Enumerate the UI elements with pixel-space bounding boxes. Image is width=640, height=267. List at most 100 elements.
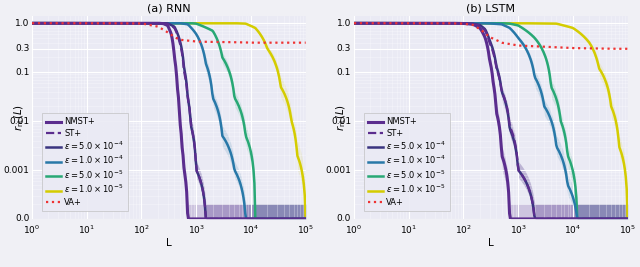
VA+: [191, 40, 199, 43]
$\epsilon = 1.0 \times 10^{-4}$: [243, 217, 250, 221]
Legend: NMST+, ST+, $\epsilon = 5.0 \times 10^{-4}$, $\epsilon = 1.0 \times 10^{-4}$, $\: NMST+, ST+, $\epsilon = 5.0 \times 10^{-…: [42, 113, 128, 211]
ST+: [512, 146, 520, 150]
NMST+: [514, 217, 522, 221]
Text: 0.1: 0.1: [15, 68, 29, 77]
$\epsilon = 5.0 \times 10^{-4}$: [260, 217, 268, 221]
VA+: [598, 47, 606, 50]
$\epsilon = 5.0 \times 10^{-4}$: [351, 22, 358, 25]
$\epsilon = 5.0 \times 10^{-5}$: [28, 22, 36, 25]
Text: 0.001: 0.001: [325, 166, 351, 175]
NMST+: [350, 22, 358, 25]
Line: $\epsilon = 5.0 \times 10^{-5}$: $\epsilon = 5.0 \times 10^{-5}$: [32, 23, 306, 219]
ST+: [29, 22, 36, 25]
Text: 0.01: 0.01: [331, 117, 351, 125]
$\epsilon = 5.0 \times 10^{-5}$: [599, 217, 607, 221]
$\epsilon = 5.0 \times 10^{-5}$: [277, 217, 285, 221]
$\epsilon = 5.0 \times 10^{-4}$: [196, 176, 204, 179]
$\epsilon = 1.0 \times 10^{-5}$: [196, 22, 204, 25]
$\epsilon = 1.0 \times 10^{-4}$: [624, 217, 632, 221]
$\epsilon = 5.0 \times 10^{-4}$: [350, 22, 358, 25]
NMST+: [29, 22, 36, 25]
Text: 0.0: 0.0: [15, 214, 29, 223]
$\epsilon = 1.0 \times 10^{-5}$: [598, 72, 606, 75]
VA+: [580, 47, 588, 50]
$\epsilon = 1.0 \times 10^{-5}$: [190, 22, 198, 25]
Line: $\epsilon = 1.0 \times 10^{-4}$: $\epsilon = 1.0 \times 10^{-4}$: [354, 23, 628, 219]
NMST+: [507, 217, 515, 221]
$\epsilon = 5.0 \times 10^{-4}$: [518, 173, 525, 176]
Text: 0.1: 0.1: [337, 68, 351, 77]
$\epsilon = 5.0 \times 10^{-5}$: [190, 22, 198, 25]
VA+: [190, 40, 198, 43]
ST+: [196, 176, 204, 179]
VA+: [260, 41, 268, 44]
$\epsilon = 1.0 \times 10^{-5}$: [276, 80, 284, 84]
Text: 0.3: 0.3: [337, 44, 351, 53]
NMST+: [277, 217, 285, 221]
ST+: [531, 217, 539, 221]
$\epsilon = 1.0 \times 10^{-4}$: [512, 33, 520, 37]
VA+: [248, 41, 255, 44]
$\epsilon = 5.0 \times 10^{-5}$: [624, 217, 632, 221]
Line: $\epsilon = 5.0 \times 10^{-4}$: $\epsilon = 5.0 \times 10^{-4}$: [354, 23, 628, 219]
$\epsilon = 5.0 \times 10^{-4}$: [531, 217, 539, 221]
$\epsilon = 5.0 \times 10^{-4}$: [190, 139, 198, 143]
VA+: [277, 41, 285, 44]
$\epsilon = 1.0 \times 10^{-4}$: [260, 217, 268, 221]
Line: ST+: ST+: [32, 23, 306, 219]
ST+: [599, 217, 607, 221]
$\epsilon = 5.0 \times 10^{-5}$: [512, 23, 520, 26]
ST+: [302, 217, 310, 221]
$\epsilon = 5.0 \times 10^{-5}$: [573, 217, 581, 221]
ST+: [582, 217, 589, 221]
$\epsilon = 1.0 \times 10^{-5}$: [29, 22, 36, 25]
ST+: [518, 173, 525, 176]
$\epsilon = 5.0 \times 10^{-5}$: [29, 22, 36, 25]
X-axis label: L: L: [488, 238, 493, 248]
ST+: [260, 217, 268, 221]
$\epsilon = 1.0 \times 10^{-5}$: [302, 217, 310, 221]
VA+: [29, 22, 36, 25]
NMST+: [191, 217, 199, 221]
Line: VA+: VA+: [32, 23, 306, 43]
NMST+: [260, 217, 268, 221]
$\epsilon = 1.0 \times 10^{-4}$: [518, 40, 525, 44]
NMST+: [302, 217, 310, 221]
Text: 0.3: 0.3: [15, 44, 29, 53]
Title: (a) RNN: (a) RNN: [147, 4, 191, 14]
$\epsilon = 5.0 \times 10^{-5}$: [351, 22, 358, 25]
$\epsilon = 1.0 \times 10^{-5}$: [28, 22, 36, 25]
Line: NMST+: NMST+: [354, 23, 628, 219]
$\epsilon = 5.0 \times 10^{-4}$: [624, 217, 632, 221]
NMST+: [582, 217, 589, 221]
$\epsilon = 1.0 \times 10^{-4}$: [513, 34, 521, 38]
$\epsilon = 5.0 \times 10^{-5}$: [260, 217, 268, 221]
VA+: [28, 22, 36, 25]
VA+: [196, 40, 204, 43]
$\epsilon = 5.0 \times 10^{-5}$: [518, 26, 525, 29]
$\epsilon = 1.0 \times 10^{-4}$: [350, 22, 358, 25]
$\epsilon = 1.0 \times 10^{-4}$: [277, 217, 285, 221]
Line: $\epsilon = 5.0 \times 10^{-5}$: $\epsilon = 5.0 \times 10^{-5}$: [354, 23, 628, 219]
NMST+: [196, 217, 204, 221]
$\epsilon = 5.0 \times 10^{-5}$: [513, 23, 521, 27]
$\epsilon = 5.0 \times 10^{-4}$: [29, 22, 36, 25]
NMST+: [624, 217, 632, 221]
$\epsilon = 5.0 \times 10^{-4}$: [513, 155, 521, 158]
$\epsilon = 1.0 \times 10^{-4}$: [582, 217, 589, 221]
$\epsilon = 1.0 \times 10^{-5}$: [624, 217, 632, 221]
Title: (b) LSTM: (b) LSTM: [467, 4, 515, 14]
$\epsilon = 1.0 \times 10^{-4}$: [573, 217, 581, 221]
$\epsilon = 1.0 \times 10^{-4}$: [28, 22, 36, 25]
$\epsilon = 1.0 \times 10^{-4}$: [196, 39, 204, 42]
VA+: [624, 47, 632, 50]
$\epsilon = 5.0 \times 10^{-5}$: [252, 217, 259, 221]
$\epsilon = 5.0 \times 10^{-4}$: [28, 22, 36, 25]
ST+: [624, 217, 632, 221]
Text: 1.0: 1.0: [337, 19, 351, 28]
X-axis label: L: L: [166, 238, 172, 248]
VA+: [607, 47, 615, 50]
$\epsilon = 1.0 \times 10^{-5}$: [351, 22, 358, 25]
$\epsilon = 1.0 \times 10^{-4}$: [191, 31, 199, 34]
ST+: [277, 217, 285, 221]
